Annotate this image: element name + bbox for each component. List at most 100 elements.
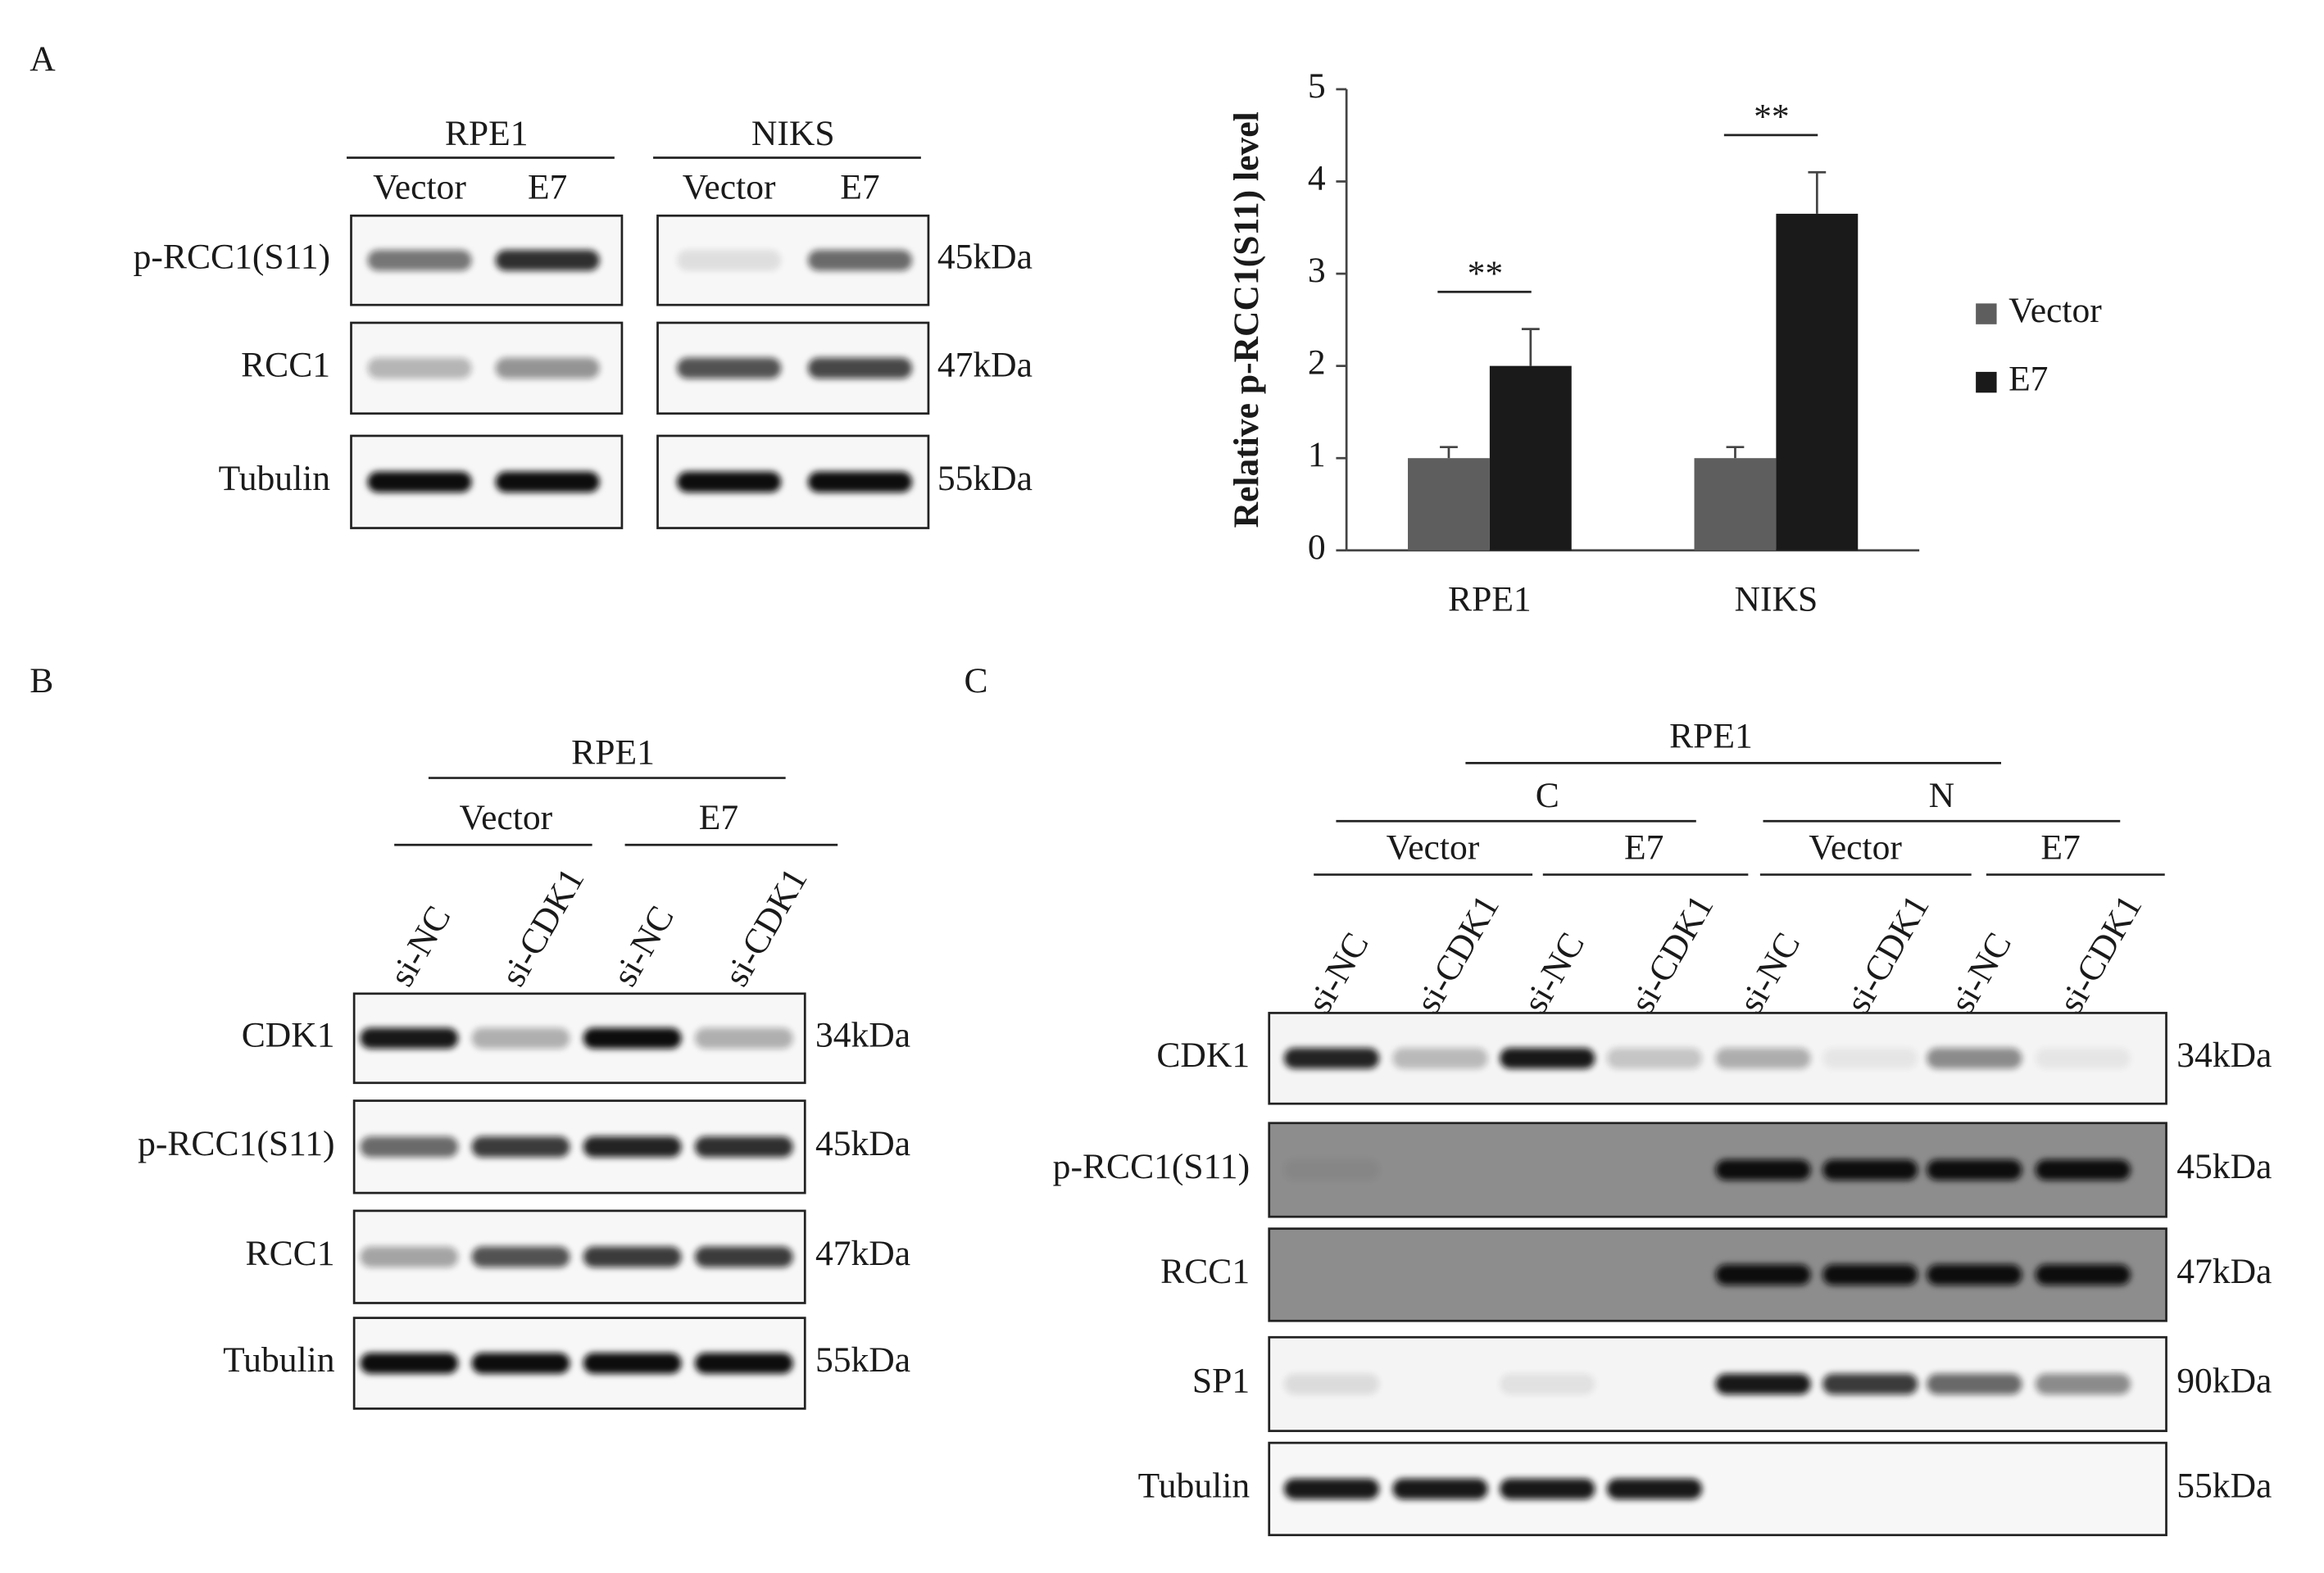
band — [471, 1136, 570, 1158]
band — [583, 1136, 682, 1158]
band — [694, 1136, 793, 1158]
group-label: Vector — [1387, 828, 1480, 868]
band — [471, 1027, 570, 1049]
band — [367, 250, 472, 271]
band — [583, 1353, 682, 1374]
cell-line: RPE1 — [1669, 716, 1753, 755]
band — [471, 1353, 570, 1374]
cell-line: RPE1 — [571, 732, 655, 772]
band — [1715, 1048, 1811, 1069]
significance-label: ** — [1468, 254, 1504, 293]
band — [583, 1246, 682, 1267]
bar — [1489, 365, 1572, 551]
band — [1606, 1478, 1703, 1500]
bar — [1694, 458, 1777, 551]
band — [1822, 1159, 1918, 1181]
x-tick-label: RPE1 — [1448, 579, 1532, 619]
group-label: E7 — [1624, 828, 1664, 868]
band — [1715, 1264, 1811, 1285]
band — [807, 357, 912, 379]
row-label: Tubulin — [219, 459, 331, 498]
y-tick-label: 4 — [1308, 159, 1326, 198]
band — [495, 250, 600, 271]
band — [694, 1027, 793, 1049]
band — [1283, 1048, 1380, 1069]
row-label: RCC1 — [241, 345, 330, 384]
size-label: 55kDa — [815, 1340, 910, 1380]
group-label: E7 — [699, 798, 738, 837]
lane-label: Vector — [683, 167, 776, 206]
significance-label: ** — [1754, 97, 1790, 137]
band — [2035, 1264, 2131, 1285]
band — [360, 1027, 459, 1049]
band — [367, 357, 472, 379]
size-label: 90kDa — [2176, 1361, 2272, 1400]
band — [1283, 1159, 1380, 1181]
panel-label: C — [965, 661, 988, 700]
row-label: SP1 — [1192, 1361, 1250, 1400]
legend-label: E7 — [2009, 360, 2048, 399]
size-label: 55kDa — [937, 459, 1033, 498]
band — [807, 471, 912, 492]
band — [1927, 1048, 2022, 1069]
band — [1715, 1373, 1811, 1395]
lane-label: Vector — [373, 167, 466, 206]
bar — [1776, 213, 1859, 551]
band — [495, 357, 600, 379]
size-label: 55kDa — [2176, 1466, 2272, 1505]
band — [1822, 1373, 1918, 1395]
legend-swatch — [1976, 371, 1997, 393]
band — [1392, 1048, 1488, 1069]
legend-label: Vector — [2009, 291, 2102, 330]
size-label: 47kDa — [2176, 1252, 2272, 1291]
size-label: 34kDa — [2176, 1036, 2272, 1075]
band — [1606, 1048, 1703, 1069]
band — [471, 1246, 570, 1267]
band — [1283, 1373, 1380, 1395]
band — [1500, 1373, 1595, 1395]
row-label: RCC1 — [1160, 1252, 1250, 1291]
row-label: Tubulin — [223, 1340, 335, 1380]
band — [694, 1246, 793, 1267]
size-label: 45kDa — [937, 238, 1033, 277]
cell-line: RPE1 — [445, 114, 529, 153]
size-label: 47kDa — [937, 345, 1033, 384]
row-label: p-RCC1(S11) — [138, 1124, 334, 1163]
band — [1715, 1159, 1811, 1181]
fraction-label: C — [1536, 776, 1559, 815]
band — [1500, 1048, 1595, 1069]
panel-label: A — [30, 39, 56, 79]
lane-label: E7 — [840, 167, 879, 206]
y-tick-label: 1 — [1308, 435, 1326, 474]
y-tick-label: 2 — [1308, 343, 1326, 383]
band — [694, 1353, 793, 1374]
band — [677, 357, 782, 379]
row-label: CDK1 — [242, 1015, 335, 1054]
band — [1822, 1264, 1918, 1285]
y-axis-title: Relative p-RCC1(S11) level — [1227, 111, 1266, 528]
y-tick-label: 0 — [1308, 528, 1326, 567]
band — [360, 1353, 459, 1374]
band — [1927, 1159, 2022, 1181]
legend-swatch — [1976, 303, 1997, 324]
bar — [1408, 458, 1490, 551]
band — [677, 471, 782, 492]
band — [1927, 1264, 2022, 1285]
fraction-label: N — [1929, 776, 1954, 815]
size-label: 45kDa — [2176, 1147, 2272, 1186]
group-label: E7 — [2040, 828, 2080, 868]
band — [1822, 1048, 1918, 1069]
x-tick-label: NIKS — [1735, 579, 1818, 619]
band — [1927, 1373, 2022, 1395]
band — [677, 250, 782, 271]
band — [2035, 1159, 2131, 1181]
band — [2035, 1048, 2131, 1069]
y-tick-label: 3 — [1308, 251, 1326, 290]
band — [583, 1027, 682, 1049]
group-label: Vector — [459, 798, 552, 837]
band — [2035, 1373, 2131, 1395]
band — [807, 250, 912, 271]
lane-label: E7 — [528, 167, 567, 206]
band — [1392, 1478, 1488, 1500]
